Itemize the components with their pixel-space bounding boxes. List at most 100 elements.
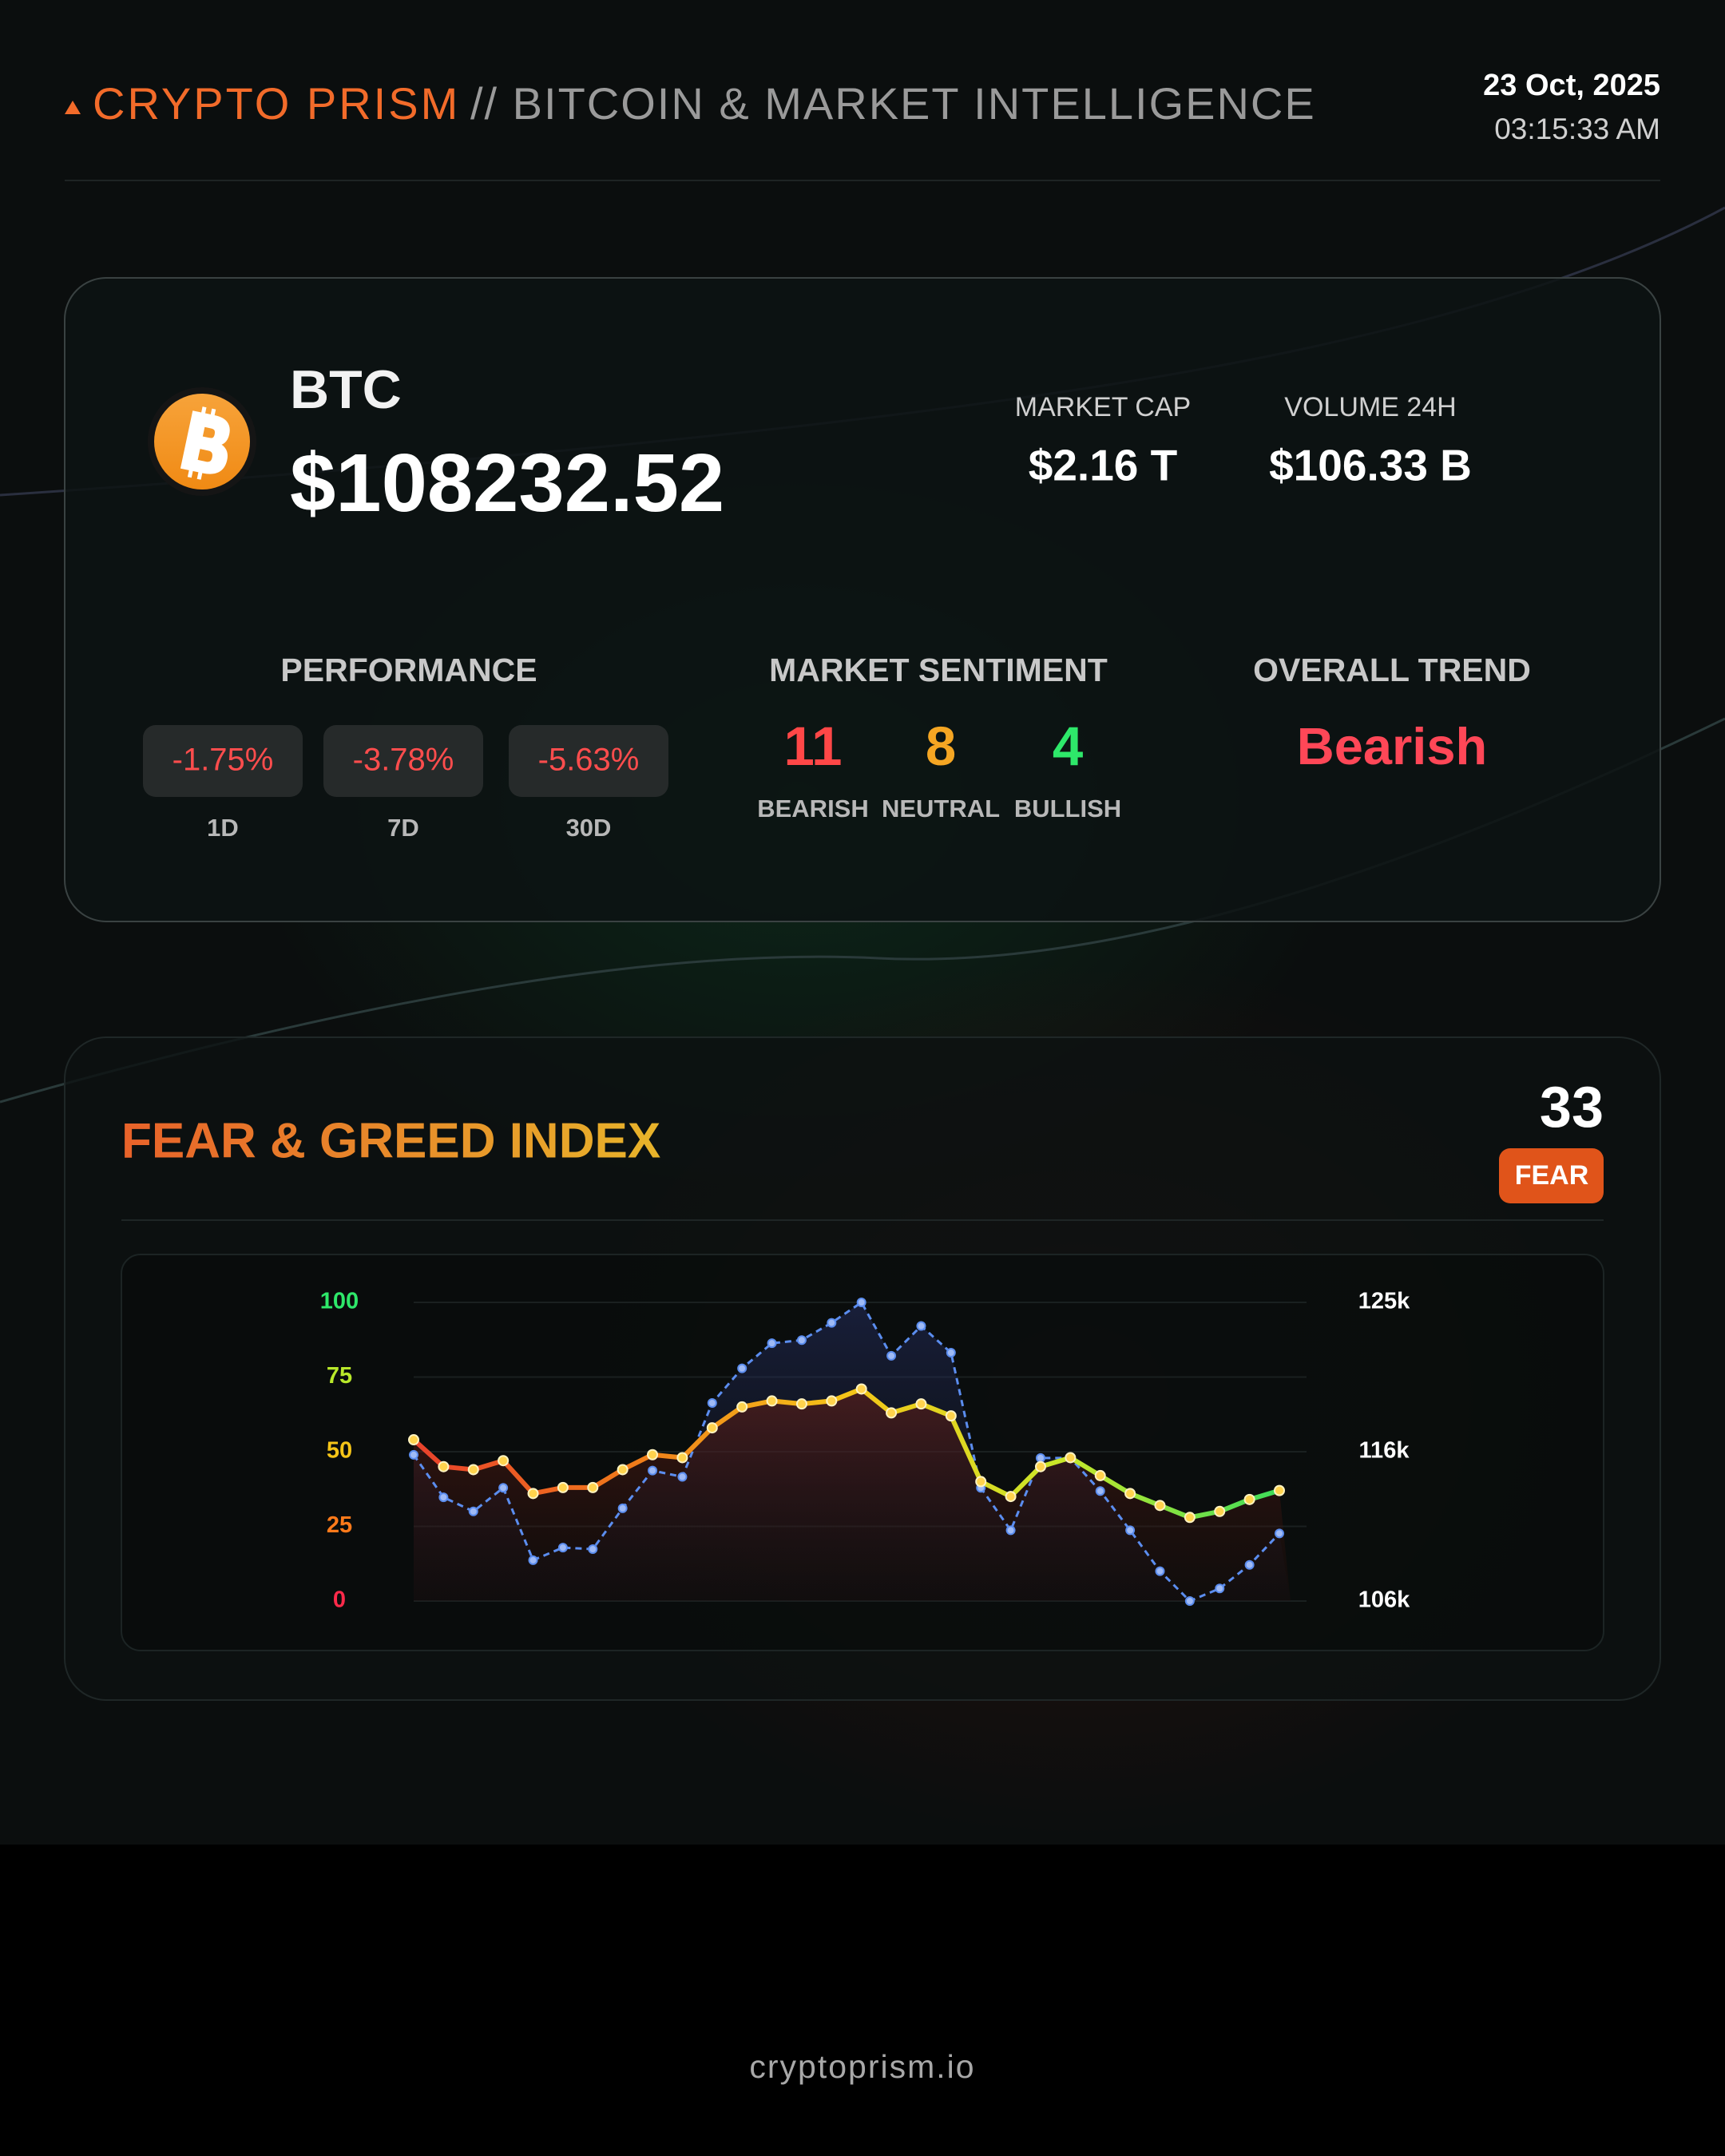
series-point: [1095, 1486, 1105, 1496]
series-point: [557, 1481, 569, 1493]
performance-value: -5.63%: [538, 743, 640, 778]
series-point: [1065, 1452, 1077, 1464]
series-point: [1215, 1583, 1225, 1594]
stat-value: $106.33 B: [1269, 441, 1472, 490]
sentiment-label: NEUTRAL: [882, 795, 1000, 822]
series-point: [1184, 1512, 1196, 1524]
performance-title: PERFORMANCE: [280, 652, 537, 688]
y2-tick-label: 125k: [1358, 1289, 1410, 1314]
stat-value: $2.16 T: [1029, 441, 1178, 490]
series-point: [1274, 1484, 1285, 1496]
series-point: [1124, 1488, 1136, 1500]
performance-value: -3.78%: [353, 743, 454, 778]
brand: CRYPTO PRISM: [93, 78, 460, 129]
performance-period: 7D: [387, 814, 419, 842]
series-point: [707, 1397, 717, 1408]
coin-symbol: BTC: [290, 359, 402, 420]
series-point: [915, 1398, 927, 1410]
y-tick-label: 100: [320, 1289, 359, 1314]
performance-period: 1D: [207, 814, 239, 842]
performance-pill: [509, 725, 668, 797]
series-point: [1125, 1525, 1136, 1536]
series-point: [856, 1298, 866, 1307]
y2-tick-label: 116k: [1359, 1438, 1410, 1464]
subtitle: // BITCOIN & MARKET INTELLIGENCE: [470, 78, 1316, 129]
series-point: [467, 1464, 479, 1476]
y-tick-label: 75: [327, 1363, 352, 1389]
series-point: [1155, 1566, 1165, 1576]
bitcoin-glyph: [180, 406, 230, 480]
series-point: [1244, 1560, 1255, 1570]
stat-label: VOLUME 24H: [1284, 392, 1456, 422]
series-point: [557, 1543, 568, 1553]
series-point: [826, 1395, 838, 1407]
series-point: [766, 1395, 778, 1407]
series-point: [706, 1422, 718, 1434]
series-point: [736, 1401, 748, 1413]
series-point: [498, 1483, 509, 1493]
series-point: [855, 1383, 867, 1395]
chart: 0 25 50 75 100 106k 116k 125k: [320, 1289, 1410, 1613]
coin-price: $108232.52: [290, 437, 724, 529]
trend-title: OVERALL TREND: [1253, 652, 1531, 688]
performance-pill: [323, 725, 483, 797]
sentiment-label: BULLISH: [1014, 795, 1121, 822]
trend-value: Bearish: [1297, 717, 1487, 775]
sentiment-count: 8: [926, 715, 956, 777]
series-point: [677, 1472, 688, 1482]
series-point: [676, 1452, 688, 1464]
series-point: [617, 1464, 629, 1476]
series-point: [767, 1338, 777, 1349]
y-tick-label: 25: [327, 1512, 352, 1538]
series-area: [414, 1389, 1291, 1601]
series-point: [1275, 1528, 1284, 1539]
series-point: [647, 1449, 659, 1460]
sentiment-label: BEARISH: [757, 795, 869, 822]
series-point: [648, 1465, 658, 1476]
series-point: [408, 1434, 419, 1446]
sentiment-count: 11: [784, 715, 843, 777]
y2-tick-label: 106k: [1358, 1587, 1410, 1613]
series-point: [1154, 1500, 1166, 1512]
performance-pill: [143, 725, 303, 797]
time: 03:15:33 AM: [1494, 113, 1660, 145]
series-point: [527, 1488, 539, 1500]
series-point: [1184, 1596, 1195, 1606]
fear-greed-title: FEAR & GREED INDEX: [121, 1113, 660, 1168]
series-point: [468, 1506, 478, 1516]
series-point: [886, 1407, 898, 1419]
y-tick-label: 50: [327, 1438, 352, 1464]
series-point: [438, 1460, 450, 1472]
brand-icon: [65, 101, 81, 114]
fear-greed-value: 33: [1540, 1076, 1604, 1139]
series-point: [737, 1363, 748, 1373]
series-point: [886, 1350, 897, 1361]
series-point: [617, 1503, 628, 1513]
series-point: [1005, 1491, 1017, 1503]
y-tick-label: 0: [333, 1587, 346, 1613]
series-point: [438, 1492, 449, 1503]
series-point: [409, 1449, 418, 1460]
series-point: [916, 1321, 926, 1331]
series-point: [1005, 1525, 1016, 1536]
footer: cryptoprism.io: [749, 2048, 975, 2085]
performance-value: -1.75%: [172, 743, 274, 778]
series-point: [1035, 1453, 1045, 1463]
series-point: [1243, 1493, 1255, 1505]
stat-label: MARKET CAP: [1015, 392, 1191, 422]
series-point: [498, 1455, 510, 1467]
series-point: [1094, 1469, 1106, 1481]
series-line: [412, 1301, 1281, 1603]
series-point: [587, 1481, 599, 1493]
sentiment-count: 4: [1053, 715, 1083, 777]
fear-greed-badge: [1499, 1148, 1604, 1203]
fear-greed-label: FEAR: [1515, 1160, 1589, 1191]
series-point: [1034, 1460, 1046, 1472]
series-point: [975, 1476, 987, 1488]
series-point: [945, 1410, 957, 1422]
series-point: [588, 1544, 598, 1555]
performance-period: 30D: [566, 814, 612, 842]
series-point: [796, 1335, 807, 1346]
